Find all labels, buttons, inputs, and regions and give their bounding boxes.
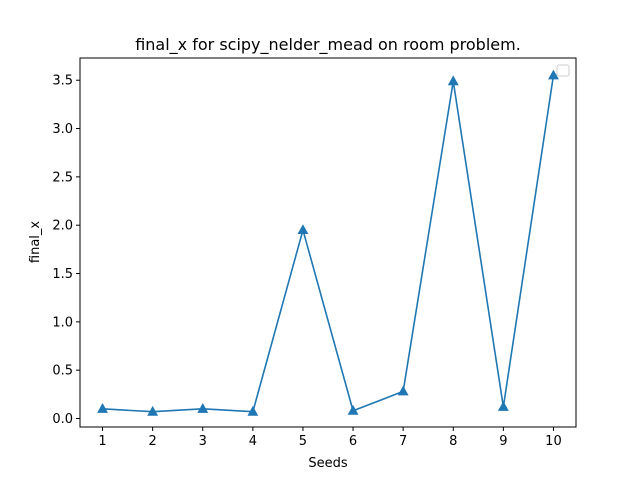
data-point-marker	[97, 403, 108, 413]
data-point-marker	[397, 385, 409, 396]
x-tick-label: 10	[545, 434, 562, 449]
x-tick-label: 6	[349, 434, 357, 449]
x-axis-title: Seeds	[308, 456, 348, 471]
series-line	[102, 75, 555, 413]
y-tick-label: 1.5	[52, 267, 73, 282]
y-tick-label: 2.0	[52, 219, 73, 234]
data-series	[97, 69, 559, 416]
x-tick-label: 7	[399, 434, 407, 449]
legend-box[interactable]	[556, 64, 570, 77]
data-point-marker	[197, 403, 209, 413]
data-point-marker	[497, 401, 509, 411]
x-tick-label: 8	[449, 434, 457, 449]
plot-frame	[79, 57, 577, 428]
y-axis-title: final_x	[28, 221, 43, 264]
x-tick-label: 4	[249, 434, 257, 449]
y-tick-label: 0.0	[52, 412, 73, 427]
y-tick-label: 2.5	[52, 170, 73, 185]
x-tick-label: 1	[98, 434, 106, 449]
data-point-marker	[548, 69, 559, 80]
data-point-marker	[297, 224, 309, 235]
x-tick-label: 9	[499, 434, 507, 449]
axis-ticks: 1 2 3 4 5 6 7 8 9 10 0.0 0.5 1.0 1.5 2.0 2.5 3.0 3.5	[52, 74, 561, 449]
data-point-marker	[347, 404, 359, 415]
data-point-marker	[147, 405, 159, 416]
data-point-marker	[447, 75, 459, 86]
x-tick-label: 2	[149, 434, 157, 449]
y-tick-label: 3.5	[52, 74, 73, 89]
x-tick-label: 5	[299, 434, 307, 449]
y-tick-label: 0.5	[52, 364, 73, 379]
chart-title: final_x for scipy_nelder_mead on room pr…	[135, 35, 521, 55]
x-tick-label: 3	[199, 434, 207, 449]
data-point-marker	[247, 405, 259, 416]
y-tick-label: 1.0	[52, 315, 73, 330]
y-tick-label: 3.0	[52, 122, 73, 137]
